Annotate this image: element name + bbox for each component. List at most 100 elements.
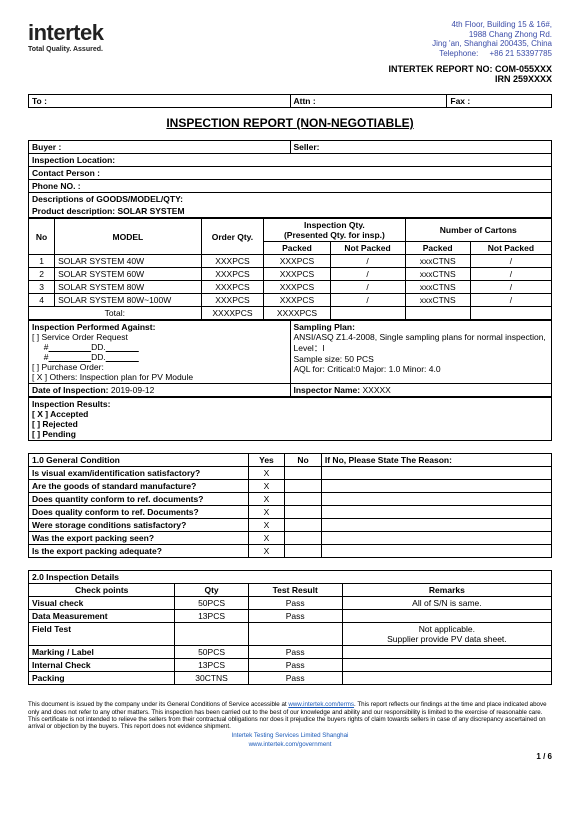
gc-no-val xyxy=(285,532,322,545)
gc-no-val xyxy=(285,467,322,480)
model-name: SOLAR SYSTEM 60W xyxy=(55,268,201,281)
detail-result: Pass xyxy=(248,659,342,672)
against-others: [ X ] Others: Inspection plan for PV Mod… xyxy=(32,372,287,382)
gc-question: Does quantity conform to ref. documents? xyxy=(29,493,249,506)
model-order: XXXPCS xyxy=(201,294,264,307)
model-cnp: / xyxy=(470,268,551,281)
detail-cp: Field Test xyxy=(29,623,175,646)
samp-hdr: Sampling Plan: xyxy=(294,322,549,332)
col-checkpoints: Check points xyxy=(29,584,175,597)
hdr-notpacked-1: Not Packed xyxy=(330,242,405,255)
samp-l4: AQL for: Critical:0 Major: 1.0 Minor: 4.… xyxy=(294,364,549,374)
detail-row: Data Measurement13PCSPass xyxy=(29,610,552,623)
gc-yes-val: X xyxy=(248,545,285,558)
col-qty: Qty xyxy=(175,584,248,597)
hdr-insp: Inspection Qty.(Presented Qty. for insp.… xyxy=(264,219,405,242)
gc-row: Is visual exam/identification satisfacto… xyxy=(29,467,552,480)
detail-remarks: All of S/N is same. xyxy=(342,597,551,610)
detail-cp: Data Measurement xyxy=(29,610,175,623)
gc-reason-val xyxy=(321,532,551,545)
samp-l2: Level：I xyxy=(294,342,549,354)
detail-row: Packing30CTNSPass xyxy=(29,672,552,685)
detail-row: Visual check50PCSPassAll of S/N is same. xyxy=(29,597,552,610)
addr-line-1: 4th Floor, Building 15 & 16#, xyxy=(432,20,552,30)
model-cnp: / xyxy=(470,281,551,294)
model-row: 2SOLAR SYSTEM 60WXXXPCSXXXPCS/xxxCTNS/ xyxy=(29,268,552,281)
model-packed: XXXPCS xyxy=(264,281,330,294)
detail-cp: Packing xyxy=(29,672,175,685)
date-value: 2019-09-12 xyxy=(111,385,154,395)
attn-label: Attn : xyxy=(290,95,447,108)
addr-line-3: Jing 'an, Shanghai 200435, China xyxy=(432,39,552,49)
hdr-cartons: Number of Cartons xyxy=(405,219,551,242)
total-packed: XXXXPCS xyxy=(264,307,330,320)
date-of-inspection: Date of Inspection: 2019-09-12 xyxy=(29,384,291,397)
results-cell: Inspection Results: [ X ] Accepted [ ] R… xyxy=(29,398,552,441)
report-title: INSPECTION REPORT (NON-NEGOTIABLE) xyxy=(28,116,552,130)
detail-result: Pass xyxy=(248,597,342,610)
detail-qty: 50PCS xyxy=(175,597,248,610)
gc-yes: Yes xyxy=(248,454,285,467)
model-no: 1 xyxy=(29,255,55,268)
model-order: XXXPCS xyxy=(201,281,264,294)
gc-no: No xyxy=(285,454,322,467)
model-name: SOLAR SYSTEM 40W xyxy=(55,255,201,268)
contact-person: Contact Person : xyxy=(29,167,552,180)
gc-yes-val: X xyxy=(248,493,285,506)
hdr-no: No xyxy=(29,219,55,255)
report-no-block: INTERTEK REPORT NO: COM-055XXX IRN 259XX… xyxy=(28,64,552,84)
total-order: XXXXPCS xyxy=(201,307,264,320)
page-number: 1 / 6 xyxy=(28,752,552,761)
detail-row: Marking / Label50PCSPass xyxy=(29,646,552,659)
gc-yes-val: X xyxy=(248,506,285,519)
model-np: / xyxy=(330,268,405,281)
product-desc: Product description: SOLAR SYSTEM xyxy=(29,205,552,218)
gc-row: Are the goods of standard manufacture?X xyxy=(29,480,552,493)
hdr-packed-1: Packed xyxy=(264,242,330,255)
against-po: [ ] Purchase Order: xyxy=(32,362,287,372)
model-order: XXXPCS xyxy=(201,255,264,268)
gc-no-val xyxy=(285,519,322,532)
detail-remarks xyxy=(342,659,551,672)
model-packed: XXXPCS xyxy=(264,294,330,307)
model-cnp: / xyxy=(470,255,551,268)
irn: IRN 259XXXX xyxy=(28,74,552,84)
gc-yes-val: X xyxy=(248,467,285,480)
insp-value: XXXXX xyxy=(362,385,390,395)
gc-yes-val: X xyxy=(248,480,285,493)
disc-text1: This document is issued by the company u… xyxy=(28,701,288,708)
detail-remarks: Not applicable.Supplier provide PV data … xyxy=(342,623,551,646)
model-no: 4 xyxy=(29,294,55,307)
model-cp: xxxCTNS xyxy=(405,268,470,281)
results-hdr: Inspection Results: xyxy=(32,399,548,409)
model-order: XXXPCS xyxy=(201,268,264,281)
gc-row: Does quality conform to ref. Documents?X xyxy=(29,506,552,519)
date-label: Date of Inspection: xyxy=(32,385,109,395)
model-no: 2 xyxy=(29,268,55,281)
model-cp: xxxCTNS xyxy=(405,281,470,294)
footer-link[interactable]: www.intertek.com/government xyxy=(249,741,332,748)
detail-result: Pass xyxy=(248,672,342,685)
goods-desc-hdr: Descriptions of GOODS/MODEL/QTY: xyxy=(29,193,552,206)
addr-line-2: 1988 Chang Zhong Rd. xyxy=(432,30,552,40)
detail-result: Pass xyxy=(248,646,342,659)
model-no: 3 xyxy=(29,281,55,294)
disc-link1[interactable]: www.intertek.com/terms xyxy=(288,701,354,708)
total-label: Total: xyxy=(29,307,202,320)
sampling-plan: Sampling Plan: ANSI/ASQ Z1.4-2008, Singl… xyxy=(290,321,552,384)
model-row: 1SOLAR SYSTEM 40WXXXPCSXXXPCS/xxxCTNS/ xyxy=(29,255,552,268)
col-remarks: Remarks xyxy=(342,584,551,597)
phone-no: Phone NO. : xyxy=(29,180,552,193)
gc-row: Is the export packing adequate?X xyxy=(29,545,552,558)
detail-qty: 13PCS xyxy=(175,610,248,623)
buyer-label: Buyer : xyxy=(29,141,291,154)
detail-row: Internal Check13PCSPass xyxy=(29,659,552,672)
model-packed: XXXPCS xyxy=(264,255,330,268)
gc-question: Was the export packing seen? xyxy=(29,532,249,545)
gc-no-val xyxy=(285,545,322,558)
telephone: Telephone: +86 21 53397785 xyxy=(432,49,552,59)
insp-label: Inspector Name: xyxy=(294,385,361,395)
model-cp: xxxCTNS xyxy=(405,294,470,307)
samp-l3: Sample size: 50 PCS xyxy=(294,354,549,364)
model-row: 3SOLAR SYSTEM 80WXXXPCSXXXPCS/xxxCTNS/ xyxy=(29,281,552,294)
